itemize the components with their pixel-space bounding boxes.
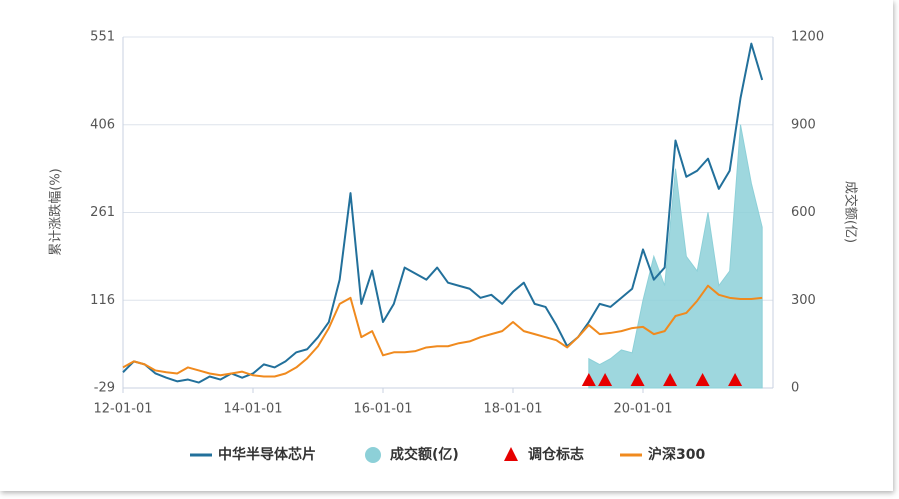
x-tick-label: 20-01-01: [613, 402, 672, 417]
chart-card: 累计涨跌幅(%) 成交额(亿) -29 116 261 406 551 0 300 600 90…: [47, 29, 859, 463]
x-tick-label: 14-01-01: [223, 402, 282, 417]
y2-tick-label: 300: [791, 293, 816, 308]
y2-axis-title: 成交额(亿): [843, 181, 859, 243]
rebalance-marker: [695, 373, 710, 386]
y2-tick-label: 1200: [791, 30, 824, 45]
rebalance-marker: [728, 373, 743, 386]
series-line: [122, 284, 763, 378]
legend-label: 成交额(亿): [390, 446, 459, 463]
x-tick-label: 12-01-01: [93, 402, 152, 417]
y-axis-title: 累计涨跌幅(%): [48, 168, 64, 256]
legend-swatch: [365, 447, 381, 463]
legend-label: 沪深300: [648, 446, 705, 463]
x-tick-label: 16-01-01: [353, 402, 412, 417]
rebalance-marker: [598, 373, 613, 386]
chart: 累计涨跌幅(%) 成交额(亿) -29 116 261 406 551 0 300 600 90…: [48, 30, 859, 463]
y-tick-label: 406: [90, 117, 115, 132]
y-tick-label: 261: [90, 205, 115, 220]
y-tick-label: -29: [94, 381, 115, 396]
volume-area: [588, 124, 763, 389]
x-tick-label: 18-01-01: [483, 402, 542, 417]
y-tick-label: 116: [90, 293, 115, 308]
legend-label: 中华半导体芯片: [218, 446, 316, 463]
rebalance-marker: [663, 373, 678, 386]
legend-label: 调仓标志: [528, 446, 584, 463]
y-tick-label: 551: [90, 30, 115, 45]
y2-tick-label: 900: [791, 117, 816, 132]
y2-tick-label: 0: [791, 381, 799, 396]
y2-tick-label: 600: [791, 205, 816, 220]
legend-swatch: [504, 447, 518, 461]
rebalance-marker: [581, 373, 596, 386]
rebalance-marker: [630, 373, 645, 386]
